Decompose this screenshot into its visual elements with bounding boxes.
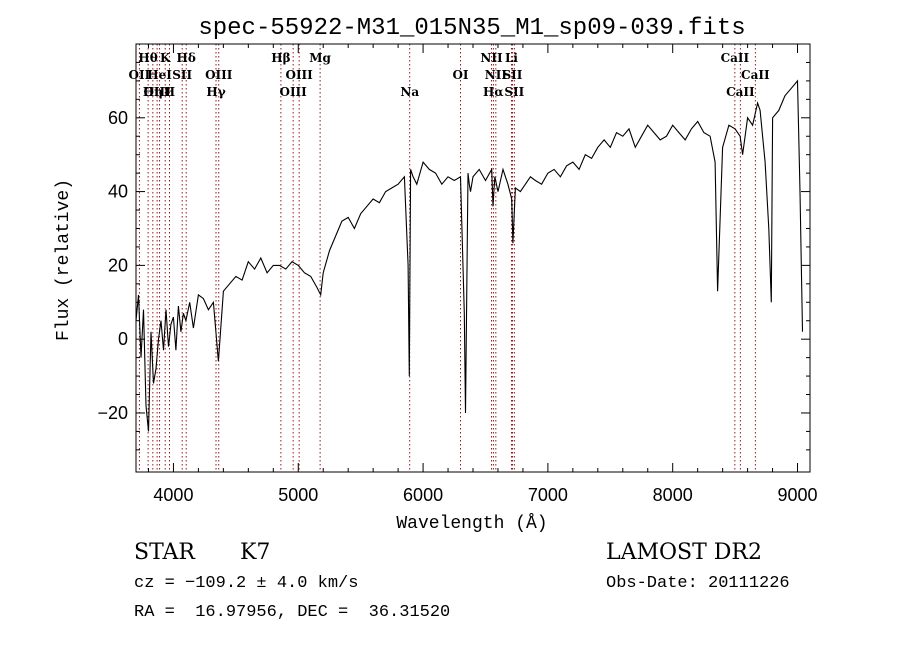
line-label-13: OIII xyxy=(279,85,307,99)
line-label-11: Hβ xyxy=(271,51,290,65)
line-label-24: CaII xyxy=(741,68,770,82)
observation-date: Obs-Date: 20111226 xyxy=(606,574,790,593)
y-tick-label-3: 40 xyxy=(108,182,128,202)
line-label-8: Hδ xyxy=(177,51,196,65)
object-subclass: K7 xyxy=(240,540,271,565)
line-label-7: SII xyxy=(172,68,192,82)
line-label-3: HeI xyxy=(147,68,172,82)
survey-name: LAMOST DR2 xyxy=(606,540,762,565)
y-tick-label-1: 0 xyxy=(118,329,128,349)
line-label-25: CaII xyxy=(726,85,755,99)
line-label-1: OII xyxy=(129,68,151,82)
line-label-6: H xyxy=(164,85,175,99)
spectrum-series xyxy=(135,79,804,432)
line-label-15: Na xyxy=(400,85,419,99)
object-class: STAR xyxy=(134,540,195,565)
x-tick-label-5: 9000 xyxy=(777,485,817,505)
x-tick-label-3: 7000 xyxy=(528,485,568,505)
redshift-velocity: cz = −109.2 ± 4.0 km/s xyxy=(134,574,359,593)
line-markers xyxy=(138,44,756,472)
line-label-4: K xyxy=(160,51,171,65)
line-label-9: OIII xyxy=(205,68,233,82)
y-tick-label-4: 60 xyxy=(108,108,128,128)
y-tick-label-2: 20 xyxy=(108,255,128,275)
line-label-20: Li xyxy=(505,51,518,65)
y-tick-label-0: −20 xyxy=(97,403,128,423)
line-label-19: Hα xyxy=(483,85,504,99)
line-label-23: CaII xyxy=(721,51,750,65)
line-labels: Hθ OII OIII HeI K Hη H SII Hδ OIII Hγ Hβ OIII OIII Mg N… xyxy=(129,51,770,99)
line-label-14: Mg xyxy=(309,51,331,65)
line-label-12: OIII xyxy=(285,68,313,82)
line-label-21: SII xyxy=(502,68,522,82)
coordinates: RA = 16.97956, DEC = 36.31520 xyxy=(134,603,451,622)
line-label-17: NII xyxy=(480,51,503,65)
line-label-2: OIII xyxy=(143,85,171,99)
line-label-5: Hη xyxy=(143,85,163,99)
line-label-0: Hθ xyxy=(138,51,157,65)
x-axis: 4000 5000 6000 7000 8000 9000 xyxy=(147,44,818,505)
x-tick-label-1: 5000 xyxy=(278,485,318,505)
plot-frame xyxy=(135,43,811,473)
x-axis-label: Wavelength (Å) xyxy=(396,513,547,534)
line-label-10: Hγ xyxy=(206,85,225,99)
y-axis: −20 0 20 40 60 xyxy=(97,61,810,451)
x-tick-label-4: 8000 xyxy=(653,485,693,505)
line-label-22: SII xyxy=(504,85,524,99)
x-tick-label-2: 6000 xyxy=(403,485,443,505)
y-axis-label: Flux (relative) xyxy=(54,179,74,341)
line-label-16: OI xyxy=(452,68,468,82)
chart-title: spec-55922-M31_015N35_M1_sp09-039.fits xyxy=(198,15,745,42)
line-label-18: NII xyxy=(485,68,508,82)
x-tick-label-0: 4000 xyxy=(153,485,193,505)
